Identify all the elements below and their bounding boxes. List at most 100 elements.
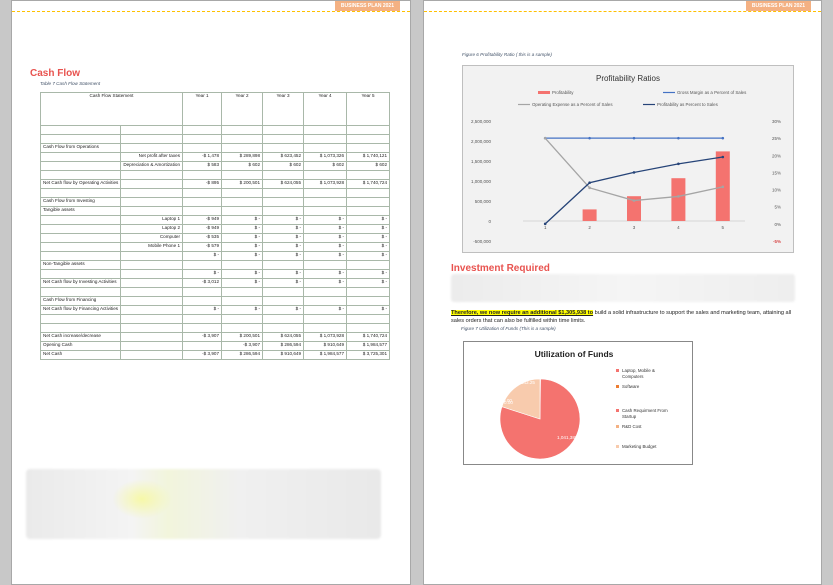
series-point [588,181,591,185]
left-page: BUSINESS PLAN 2021 Cash Flow Table 7 Cas… [11,0,411,585]
table-cell: $ - [346,233,391,243]
legend-swatch [616,369,619,372]
table-cell [262,188,305,198]
table-cell [182,134,223,144]
pie-slice [501,378,541,420]
table-row: Laptop 1 -$ 949 $ - $ - $ - $ - [39,215,391,225]
table-row: Opening Cash -$ 3,907 $ 286,594 $ 910,649 $ … [39,341,391,351]
table-row: Computer -$ 535 $ - $ - $ - $ - [39,233,391,243]
series-point [721,155,725,159]
table-cell: $ 910,649 [303,341,348,351]
table-cell: $ 602 [303,161,348,171]
series-point [588,186,591,190]
table-cell: Cash Flow from Operations [39,143,122,153]
table-cell: $ 1,984,577 [303,350,348,360]
series-point [543,136,547,140]
table-cell [120,305,184,315]
table-row [39,287,391,297]
table-cell: $ - [303,215,348,225]
table-cell [303,197,348,207]
table-cell [346,287,391,297]
table-cell [221,287,264,297]
table-cell [303,134,348,144]
table-cell: $ - [262,278,305,288]
table-cell: Net Cash flow by Financing Activities [39,305,122,315]
series-point [677,195,680,198]
table-cell [182,125,223,135]
table-cell [39,188,122,198]
legend-label: Profitability [552,90,574,95]
y-tick-label: -500,000 [473,239,491,244]
profitability-chart: Profitability Ratios 2,500,000 2,000,000 1,… [462,65,794,253]
table-cell [120,296,184,306]
y2-tick-label: 20% [772,153,781,158]
table-row: Depreciation & Amortization $ 583 $ 602 $ 6… [39,161,391,171]
legend-label: Computers [622,374,644,379]
table-cell: $ 1,073,928 [303,179,348,189]
table-cell [303,314,348,324]
table-cell: Laptop 2 [120,224,184,234]
table-row: Laptop 2 -$ 949 $ - $ - $ - $ - [39,224,391,234]
table-cell: Laptop 1 [120,215,184,225]
table-cell [120,287,184,297]
y-tick-label: 1,500,000 [471,159,492,164]
table-row: Net profit after taxes -$ 1,478 $ 289,898 $… [39,152,391,162]
table-cell: $ 286,594 [262,341,305,351]
table-cell: Depreciation & Amortization [120,161,184,171]
table-cell: $ - [182,251,223,261]
table-cell: Opening Cash [39,341,122,351]
table-cell [346,323,391,333]
table-cell: $ - [303,269,348,279]
table-cell: Net profit after taxes [120,152,184,162]
table-cell: -$ 949 [182,224,223,234]
table-cell [39,215,122,225]
column-header: Year 3 [262,92,305,126]
legend-label: Marketing Budget [622,444,657,449]
table-cell [39,161,122,171]
y2-tick-label: 15% [772,170,781,175]
profitability-chart-svg: Profitability Ratios 2,500,000 2,000,000 1,… [471,74,781,244]
legend-label: Startup [622,414,637,419]
y2-tick-label: 25% [772,136,781,141]
table-cell [346,125,391,135]
table-row [39,188,391,198]
investment-highlight: Therefore, we now require an additional … [451,310,594,316]
table-cell: $ 289,898 [221,152,264,162]
table-cell: $ - [303,233,348,243]
table-cell [120,269,184,279]
table-cell: $ 624,055 [262,332,305,342]
table-cell: $ 1,073,928 [303,332,348,342]
x-tick-label: 1 [544,225,547,230]
table-row: Net Cash -$ 3,907 $ 286,594 $ 910,649 $ 1,98… [39,350,391,360]
table-cell: $ - [303,251,348,261]
table-cell [120,278,184,288]
table-cell [182,260,223,270]
series-line [544,137,723,202]
table-cell [39,152,122,162]
y2-tick-label: 5% [774,205,781,210]
y-tick-label: 2,000,000 [471,139,492,144]
series-point [721,185,725,189]
table-cell: $ 1,740,724 [346,332,391,342]
bar [671,178,686,221]
legend-label: Gross Margin as a Percent of Sales [677,90,747,95]
table-cell: Tangible assets [39,206,122,216]
table-cell: Non-Tangible assets [39,260,122,270]
table-row: Net Cash flow by Investing Activities -$ … [39,278,391,288]
table-cell [346,143,391,153]
table-cell: $ - [346,251,391,261]
legend-swatch [538,91,550,94]
table-row [39,323,391,333]
table-cell: Net Cash increase/decrease [39,332,122,342]
table-cell: $ 583 [182,161,223,171]
series-point [632,171,636,174]
pie-data-label: 0.00 [503,398,512,403]
table-cell [120,260,184,270]
table-row [39,134,391,144]
header-rule [424,11,821,12]
utilization-chart: Utilization of Funds 3,012 0.00 1,041,383 0.… [463,341,693,465]
table-cell [346,170,391,180]
table-cell [120,341,184,351]
table-cell [182,323,223,333]
series-point [677,162,680,166]
